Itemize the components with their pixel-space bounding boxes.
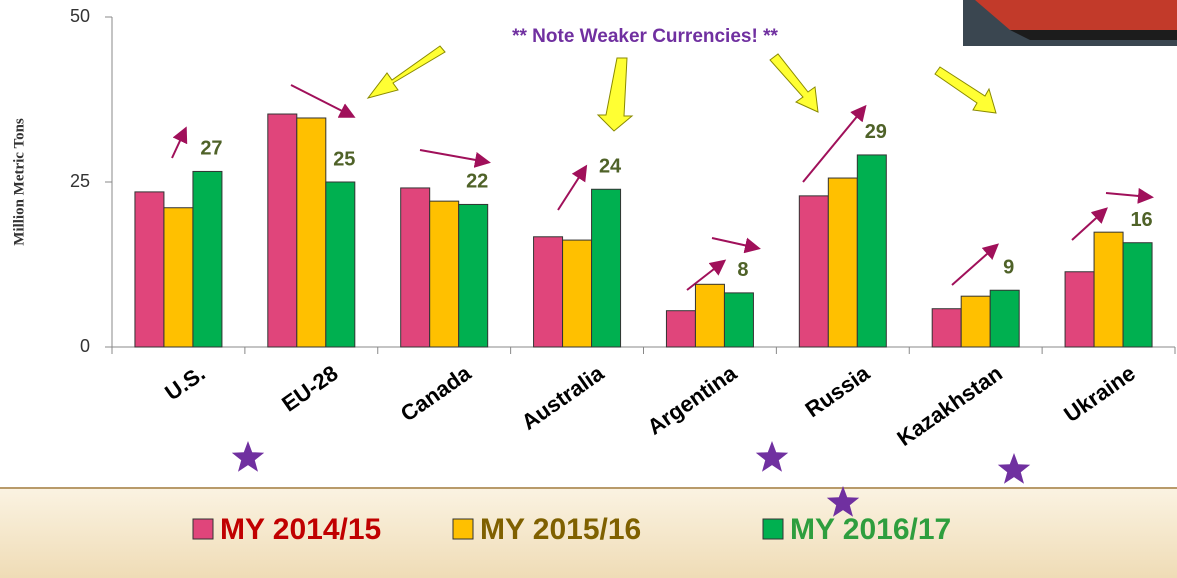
- value-label: 8: [737, 259, 748, 281]
- legend-label: MY 2015/16: [480, 513, 641, 546]
- bar: [694, 283, 725, 348]
- bar: [665, 310, 696, 348]
- bar: [325, 181, 356, 348]
- value-label: 16: [1130, 209, 1152, 231]
- bar: [192, 170, 223, 348]
- ship-photo: [963, 0, 1177, 46]
- bar: [134, 191, 165, 348]
- bar: [856, 154, 887, 348]
- y-tick-label: 25: [70, 171, 90, 191]
- legend-swatch: [192, 518, 214, 540]
- value-label: 9: [1003, 257, 1014, 279]
- bar: [267, 113, 298, 348]
- bar: [1122, 242, 1153, 348]
- x-tick-label: Russia: [801, 360, 875, 422]
- y-axis-label: Million Metric Tons: [11, 118, 27, 246]
- bar: [429, 200, 460, 348]
- x-tick-label: Kazakhstan: [892, 360, 1007, 451]
- legend-label: MY 2014/15: [220, 513, 381, 546]
- star: [826, 486, 860, 517]
- trend-arrows: [171, 84, 1154, 291]
- bar: [989, 289, 1020, 348]
- annotation: ** Note Weaker Currencies! **: [512, 26, 778, 47]
- bar: [1093, 231, 1124, 348]
- value-label: 22: [466, 171, 488, 193]
- legend-swatch: [452, 518, 474, 540]
- x-tick-label: Ukraine: [1059, 360, 1139, 427]
- x-tick-label: Canada: [396, 360, 476, 426]
- value-label: 25: [333, 148, 355, 170]
- bar: [163, 207, 194, 348]
- value-label: 24: [599, 156, 622, 178]
- legend-swatch: [762, 518, 784, 540]
- bar: [798, 195, 829, 348]
- bar: [723, 292, 754, 348]
- bar: [400, 187, 431, 348]
- star: [231, 441, 265, 472]
- yellow-arrows: [366, 45, 997, 132]
- x-tick-label: EU-28: [277, 360, 342, 416]
- bar: [1064, 271, 1095, 348]
- x-tick-label: Argentina: [643, 360, 742, 440]
- bar: [931, 308, 962, 348]
- x-tick-label: Australia: [517, 360, 609, 435]
- star: [755, 441, 789, 472]
- y-tick-label: 0: [80, 336, 90, 356]
- y-tick-label: 50: [70, 6, 90, 26]
- legend-label: MY 2016/17: [790, 513, 951, 546]
- bar: [827, 177, 858, 348]
- value-label: 27: [200, 138, 222, 160]
- bar: [960, 295, 991, 348]
- bar: [533, 236, 564, 348]
- bar: [591, 188, 622, 348]
- bar: [296, 117, 327, 348]
- bar: [458, 203, 489, 348]
- star: [997, 453, 1031, 484]
- bar: [562, 239, 593, 348]
- x-tick-label: U.S.: [160, 360, 209, 405]
- value-label: 29: [865, 121, 887, 143]
